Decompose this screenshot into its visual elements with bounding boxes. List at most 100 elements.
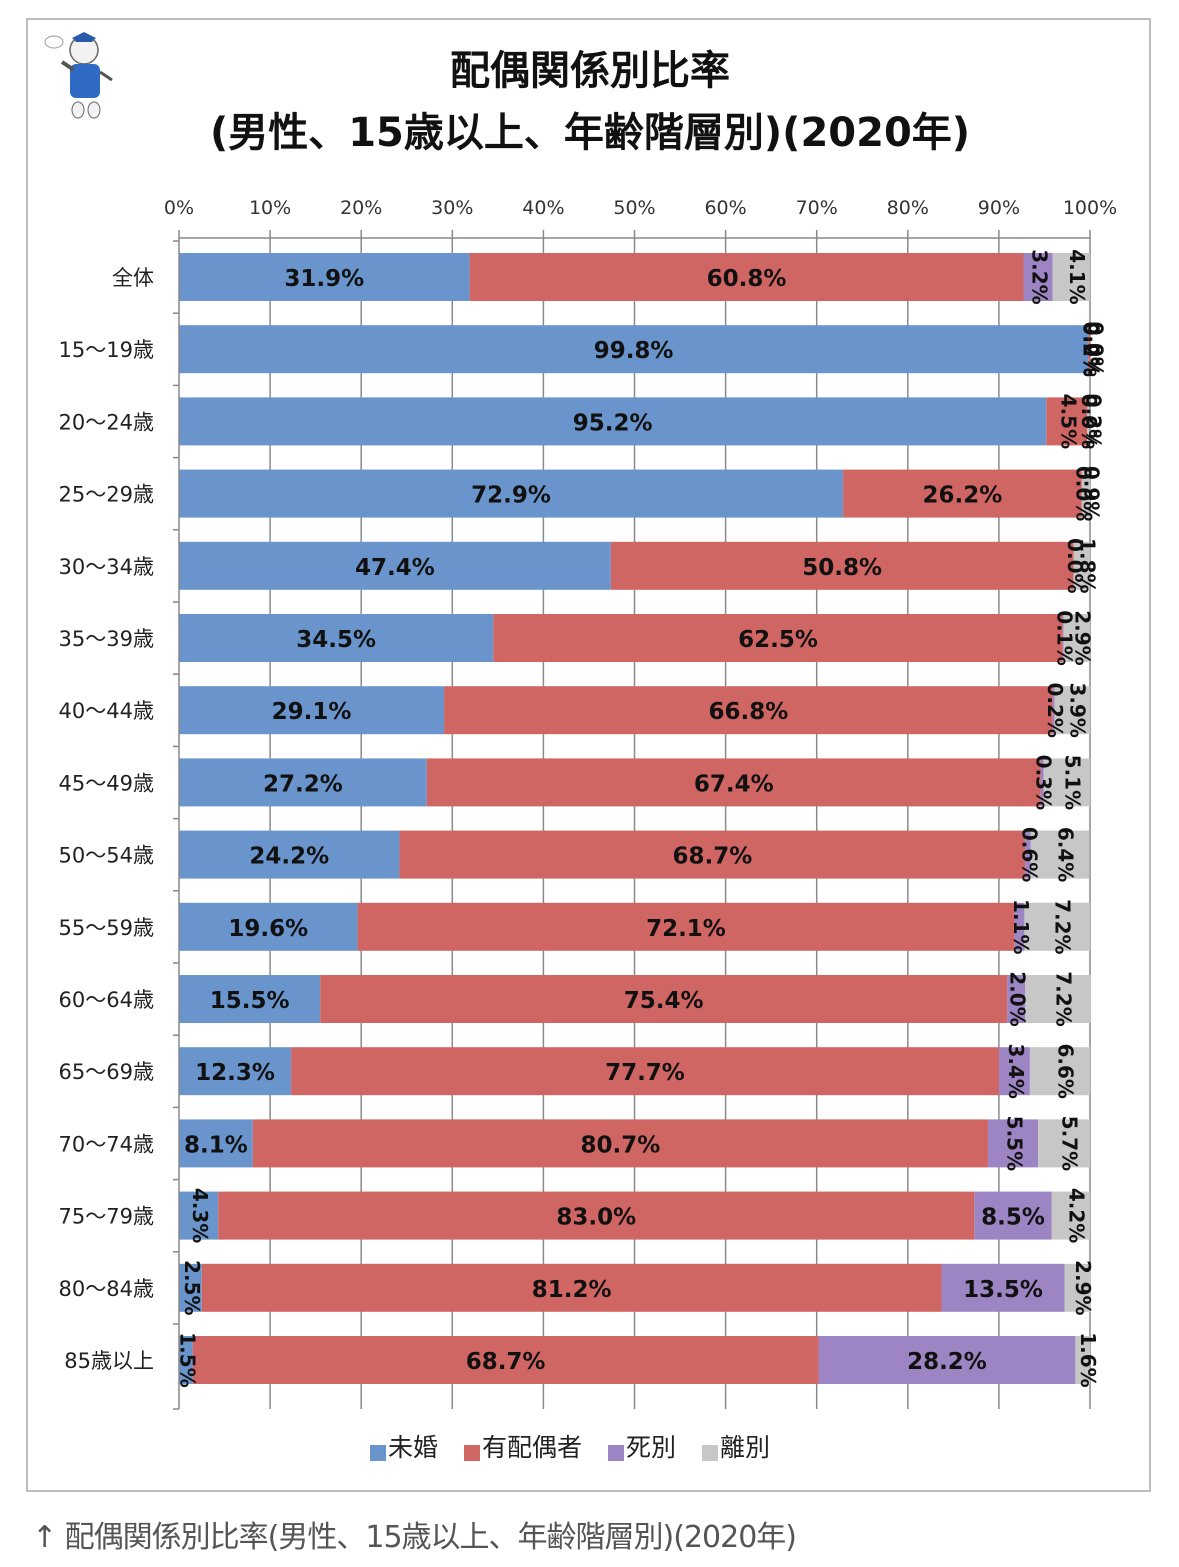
bar-segment-1	[179, 686, 445, 735]
data-label: 80.7%	[580, 1132, 660, 1158]
bar-segment-4	[1073, 541, 1090, 590]
data-label: 60.8%	[707, 266, 787, 292]
data-label: 0.2%	[1043, 682, 1067, 737]
legend-item: 未婚	[370, 1428, 438, 1464]
data-label: 75.4%	[624, 988, 704, 1014]
category-label: 80〜84歳	[59, 1277, 154, 1301]
data-label: 3.4%	[1004, 1043, 1028, 1098]
data-label: 13.5%	[963, 1277, 1043, 1303]
data-label: 2.0%	[1006, 971, 1030, 1026]
bar-segment-4	[1052, 253, 1090, 301]
bar-segment-2	[192, 1336, 819, 1384]
bar-segment-1	[179, 325, 1089, 374]
data-label: 2.9%	[1071, 1260, 1095, 1315]
data-label: 83.0%	[556, 1205, 636, 1231]
data-label: 95.2%	[573, 410, 653, 436]
data-label: 77.7%	[605, 1060, 685, 1086]
bar-segment-1	[179, 397, 1047, 446]
stacked-bar-chart: 0% 10% 20% 30% 40% 50% 60% 70% 80% 90% 100% 全体 15〜1…	[59, 197, 1117, 1410]
data-label: 29.1%	[272, 699, 352, 725]
legend-label: 死別	[626, 1433, 677, 1462]
bar-segment-3	[974, 1191, 1052, 1240]
bar-segment-3	[1023, 253, 1053, 301]
bar-segment-4	[1025, 975, 1091, 1023]
bar-segment-1	[179, 1119, 253, 1168]
data-label: 0.2%	[1082, 394, 1106, 449]
data-label: 0.0%	[1077, 394, 1101, 449]
data-label: 47.4%	[355, 555, 435, 581]
x-tick-label: 30%	[431, 197, 473, 219]
bar-segment-3	[998, 1047, 1030, 1096]
data-label: 72.9%	[471, 483, 551, 509]
bar-segment-3	[1040, 758, 1044, 807]
data-label: 67.4%	[694, 771, 774, 797]
x-tick-label: 0%	[164, 197, 194, 219]
data-label: 99.8%	[594, 338, 674, 364]
data-label: 19.6%	[228, 916, 308, 942]
bar-segment-2	[469, 253, 1024, 301]
x-tick-label: 70%	[796, 197, 838, 219]
data-label: 0.2%	[1079, 321, 1103, 376]
data-label: 68.7%	[672, 844, 752, 870]
x-tick-label: 20%	[340, 197, 382, 219]
bar-segment-2	[320, 975, 1008, 1023]
bar-segment-2	[1046, 397, 1088, 446]
data-label: 31.9%	[284, 266, 364, 292]
bar-segment-1	[179, 758, 427, 807]
bar-segment-1	[179, 975, 321, 1023]
category-label: 40〜44歳	[59, 699, 154, 723]
bar-segment-1	[179, 614, 494, 662]
category-label: 20〜24歳	[59, 410, 154, 434]
bar-segment-2	[610, 541, 1074, 590]
data-label: 28.2%	[907, 1349, 987, 1375]
x-tick-label: 50%	[613, 197, 655, 219]
bars	[179, 253, 1091, 1384]
bar-segment-4	[1030, 830, 1090, 879]
bar-segment-1	[179, 541, 611, 590]
bar-segment-4	[1075, 1336, 1090, 1384]
data-label: 50.8%	[802, 555, 882, 581]
category-label: 60〜64歳	[59, 988, 154, 1012]
bar-segment-3	[1062, 614, 1064, 662]
bar-segment-4	[1051, 1191, 1090, 1240]
data-label: 68.7%	[466, 1349, 546, 1375]
data-label: 0.0%	[1084, 321, 1108, 376]
bar-segment-3	[1007, 975, 1026, 1023]
data-label: 7.2%	[1052, 971, 1076, 1026]
x-tick-label: 100%	[1063, 197, 1117, 219]
legend-item: 有配偶者	[464, 1428, 582, 1464]
bar-segment-4	[1064, 1263, 1091, 1312]
category-label: 45〜49歳	[59, 771, 154, 795]
data-label: 4.3%	[188, 1188, 212, 1243]
x-tick-label: 10%	[249, 197, 291, 219]
data-label: 26.2%	[923, 483, 1003, 509]
data-label: 12.3%	[195, 1060, 275, 1086]
data-label: 81.2%	[532, 1277, 612, 1303]
data-label: 24.2%	[249, 844, 329, 870]
bar-segment-2	[843, 469, 1082, 518]
category-label: 全体	[112, 266, 154, 290]
bar-segment-3	[941, 1263, 1065, 1312]
x-tick-label: 90%	[978, 197, 1020, 219]
data-label: 2.5%	[180, 1260, 204, 1315]
bar-segment-3	[1025, 830, 1031, 879]
x-tick-label: 40%	[522, 197, 564, 219]
bar-segment-2	[444, 686, 1053, 735]
data-label: 0.0%	[1080, 321, 1104, 376]
x-axis: 0% 10% 20% 30% 40% 50% 60% 70% 80% 90% 100%	[164, 197, 1117, 239]
x-tick-label: 60%	[704, 197, 746, 219]
category-label: 75〜79歳	[59, 1205, 154, 1229]
bar-segment-2	[291, 1047, 999, 1096]
mascot-logo-icon	[44, 32, 113, 119]
data-label: 5.5%	[1003, 1116, 1027, 1171]
chart-title-line2: (男性、15歳以上、年齢階層別)(2020年)	[209, 110, 971, 156]
bar-segment-2	[1088, 325, 1090, 374]
data-label: 0.0%	[1063, 538, 1087, 593]
data-label: 3.9%	[1066, 682, 1090, 737]
bar-segment-2	[218, 1191, 975, 1240]
bar-segment-1	[179, 469, 844, 518]
category-label: 85歳以上	[64, 1349, 154, 1373]
data-label: 4.1%	[1065, 249, 1089, 304]
legend-item: 死別	[608, 1428, 676, 1464]
legend-swatch-icon	[370, 1445, 386, 1461]
